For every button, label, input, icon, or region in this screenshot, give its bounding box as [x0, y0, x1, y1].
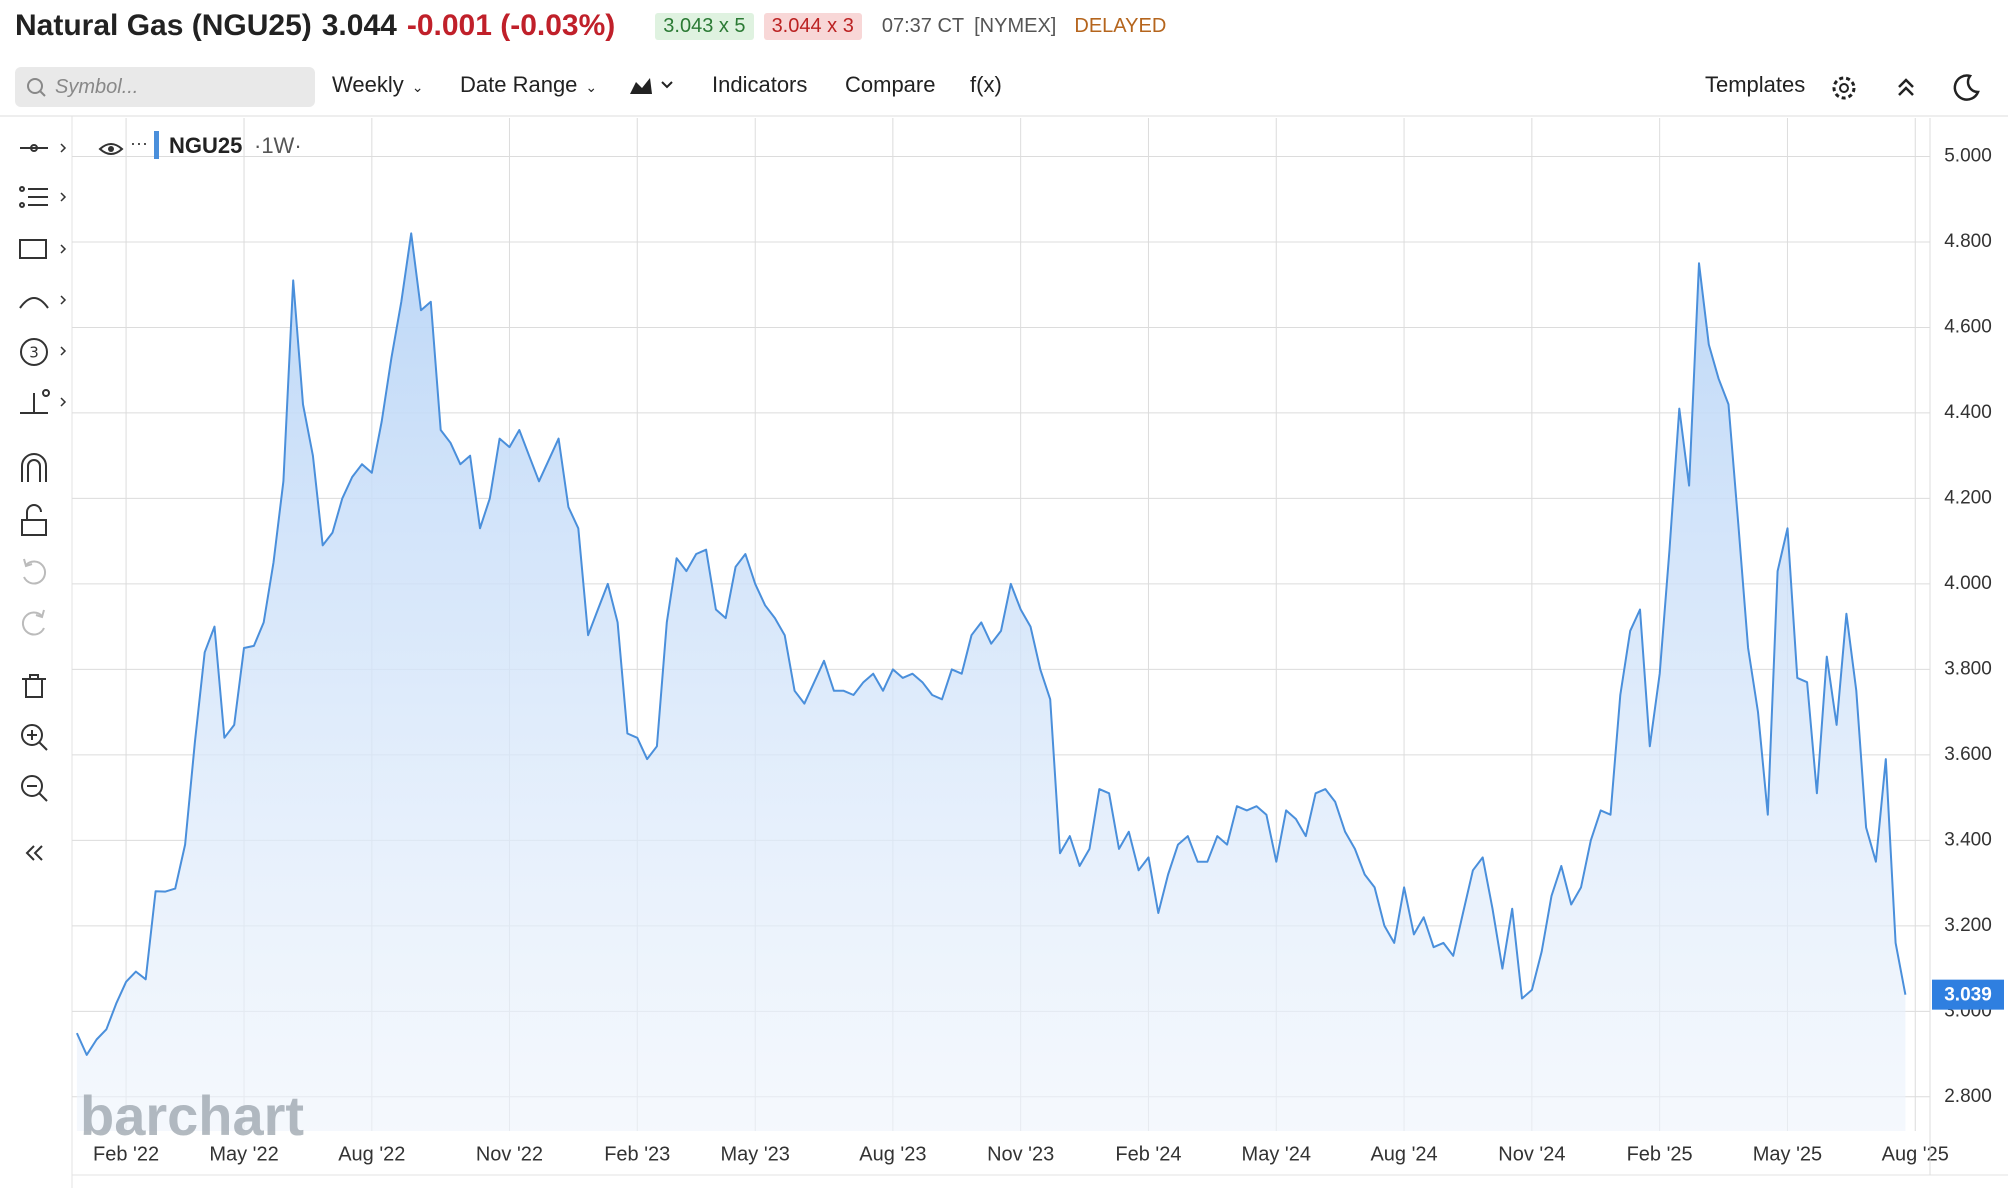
interval-label: Weekly	[332, 72, 404, 97]
last-price-label: 3.039	[1944, 985, 1992, 1006]
settings-button[interactable]	[1826, 70, 1862, 106]
collapse-header[interactable]	[1888, 70, 1924, 106]
redo[interactable]	[21, 609, 45, 636]
compare-button[interactable]: Compare	[845, 72, 936, 97]
instrument-title: Natural Gas (NGU25)	[15, 9, 312, 42]
collapse-sidebar[interactable]	[25, 845, 43, 861]
x-tick-label: Nov '24	[1498, 1143, 1565, 1165]
chart-type-icon	[630, 78, 673, 94]
trend-tool[interactable]	[20, 144, 48, 152]
legend-swatch	[154, 131, 159, 159]
dark-mode-toggle[interactable]	[1948, 70, 1984, 106]
undo[interactable]	[23, 558, 47, 585]
fib-tool[interactable]	[19, 186, 48, 208]
y-tick-label: 4.400	[1944, 402, 1992, 423]
y-tick-label: 4.200	[1944, 487, 1992, 508]
x-tick-label: May '24	[1242, 1143, 1311, 1165]
x-tick-label: Aug '25	[1882, 1143, 1949, 1165]
visibility-icon-dot	[108, 146, 114, 152]
x-tick-label: May '22	[209, 1143, 278, 1165]
area-fill	[76, 233, 1906, 1131]
x-tick-label: May '23	[721, 1143, 790, 1165]
svg-text:3: 3	[29, 344, 39, 362]
x-tick-label: Nov '23	[987, 1143, 1054, 1165]
interval-menu[interactable]: Weekly ⌄	[332, 72, 424, 97]
plot	[72, 118, 1930, 1131]
fx-button[interactable]: f(x)	[970, 72, 1002, 97]
zoom-in[interactable]	[21, 724, 48, 751]
search-placeholder: Symbol...	[55, 75, 139, 98]
legend-series: NGU25	[169, 133, 242, 158]
y-tick-label: 4.000	[1944, 573, 1992, 594]
y-tick-label: 4.800	[1944, 231, 1992, 252]
quote-time: 07:37 CT	[881, 14, 965, 37]
delayed-status: DELAYED	[1074, 14, 1167, 37]
watermark: barchart	[80, 1084, 304, 1147]
tool-chevrons	[60, 143, 67, 407]
x-tick-label: Feb '25	[1627, 1143, 1693, 1165]
x-tick-label: Feb '24	[1115, 1143, 1181, 1165]
x-tick-label: Aug '23	[859, 1143, 926, 1165]
y-tick-label: 3.600	[1944, 744, 1992, 765]
templates-button[interactable]: Templates	[1705, 72, 1806, 97]
x-tick-label: Feb '23	[604, 1143, 670, 1165]
counter-tool[interactable]: 3	[20, 338, 48, 366]
bid: 3.043 x 5	[655, 12, 754, 40]
ask: 3.044 x 3	[763, 12, 862, 40]
chart-type-menu[interactable]	[628, 72, 676, 104]
last-price-badge	[1932, 979, 2004, 1010]
measure-tool[interactable]	[20, 389, 50, 414]
legend-menu[interactable]: ···	[130, 133, 148, 153]
zoom-out[interactable]	[21, 775, 48, 802]
y-tick-label: 2.800	[1944, 1086, 1992, 1107]
search-icon	[27, 78, 46, 97]
y-tick-label: 3.400	[1944, 829, 1992, 850]
price-line	[75, 232, 1907, 1056]
arc-tool[interactable]	[19, 297, 49, 309]
exchange: [NYMEX]	[974, 14, 1057, 37]
x-tick-label: Nov '22	[476, 1143, 543, 1165]
legend-interval: ·1W·	[254, 133, 302, 158]
x-tick-label: Aug '24	[1370, 1143, 1437, 1165]
symbol-search[interactable]: Symbol...	[15, 67, 315, 107]
price-change: -0.001 (-0.03%)	[406, 9, 616, 42]
indicators-button[interactable]: Indicators	[712, 72, 808, 97]
y-tick-label: 4.600	[1944, 316, 1992, 337]
x-tick-label: Feb '22	[93, 1143, 159, 1165]
shape-tool[interactable]	[19, 239, 47, 259]
magnet-tool[interactable]	[21, 453, 47, 482]
delete[interactable]	[22, 674, 46, 698]
last-price: 3.044	[321, 9, 397, 42]
y-tick-label: 3.800	[1944, 658, 1992, 679]
x-tick-label: May '25	[1753, 1143, 1822, 1165]
lock-tool[interactable]	[21, 504, 47, 536]
x-tick-label: Aug '22	[338, 1143, 405, 1165]
header: Natural Gas (NGU25) 3.044 -0.001 (-0.03%…	[15, 6, 1166, 46]
date-range-label: Date Range	[460, 72, 578, 97]
legend: ··· NGU25 ·1W·	[98, 131, 302, 159]
date-range-menu[interactable]: Date Range ⌄	[460, 72, 598, 97]
y-tick-label: 5.000	[1944, 145, 1992, 166]
drawing-tools: 3	[19, 143, 67, 861]
visibility-icon[interactable]	[98, 143, 124, 155]
y-tick-label: 3.200	[1944, 915, 1992, 936]
